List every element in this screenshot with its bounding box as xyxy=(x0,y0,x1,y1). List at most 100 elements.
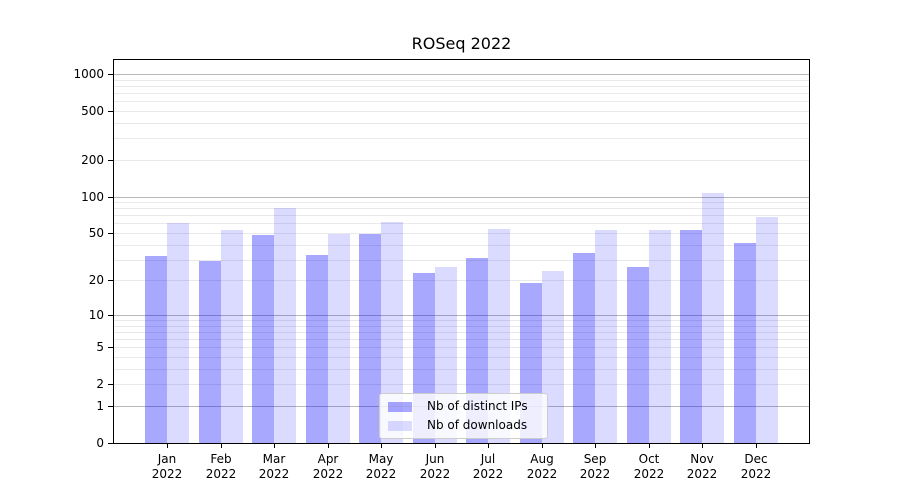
x-tick-label: Jun 2022 xyxy=(419,452,451,481)
x-tick-label: Feb 2022 xyxy=(205,452,237,481)
minor-gridline xyxy=(114,111,809,112)
y-tick-label: 0 xyxy=(96,436,104,450)
y-tick-label: 1 xyxy=(96,399,104,413)
x-tick-label: Sep 2022 xyxy=(579,452,611,481)
minor-gridline xyxy=(114,369,809,370)
minor-gridline xyxy=(114,260,809,261)
y-tick-mark xyxy=(108,443,113,444)
minor-gridline xyxy=(114,101,809,102)
x-tick-mark xyxy=(328,444,329,448)
bar-distinct-ips-dec xyxy=(734,243,756,443)
legend-swatch-downloads xyxy=(388,420,412,431)
y-tick-mark xyxy=(108,74,113,75)
x-tick-mark xyxy=(435,444,436,448)
bar-downloads-oct xyxy=(649,230,671,443)
minor-gridline xyxy=(114,80,809,81)
bar-downloads-dec xyxy=(756,217,778,443)
x-tick-label: Jan 2022 xyxy=(151,452,183,481)
x-tick-mark xyxy=(274,444,275,448)
plot-area xyxy=(113,59,810,444)
bar-distinct-ips-apr xyxy=(306,255,328,443)
x-tick-label: Jul 2022 xyxy=(472,452,504,481)
minor-gridline xyxy=(114,160,809,161)
major-gridline xyxy=(114,197,809,198)
minor-gridline xyxy=(114,123,809,124)
y-tick-mark xyxy=(108,384,113,385)
legend-label-distinct-ips: Nb of distinct IPs xyxy=(427,399,528,413)
x-tick-mark xyxy=(488,444,489,448)
x-tick-label: Aug 2022 xyxy=(526,452,558,481)
major-gridline xyxy=(114,315,809,316)
x-tick-mark xyxy=(756,444,757,448)
y-tick-mark xyxy=(108,197,113,198)
bar-downloads-jul xyxy=(488,229,510,443)
y-tick-label: 100 xyxy=(81,190,104,204)
y-tick-mark xyxy=(108,406,113,407)
minor-gridline xyxy=(114,320,809,321)
x-tick-label: Dec 2022 xyxy=(740,452,772,481)
bar-downloads-nov xyxy=(702,193,724,443)
bar-distinct-ips-mar xyxy=(252,235,274,443)
x-tick-mark xyxy=(595,444,596,448)
x-tick-mark xyxy=(221,444,222,448)
minor-gridline xyxy=(114,347,809,348)
minor-gridline xyxy=(114,202,809,203)
bar-distinct-ips-jan xyxy=(145,256,167,443)
bar-downloads-apr xyxy=(328,234,350,443)
y-tick-mark xyxy=(108,111,113,112)
minor-gridline xyxy=(114,245,809,246)
legend-item-downloads: Nb of downloads xyxy=(386,416,541,435)
y-tick-label: 2 xyxy=(96,377,104,391)
y-tick-mark xyxy=(108,280,113,281)
minor-gridline xyxy=(114,332,809,333)
minor-gridline xyxy=(114,86,809,87)
x-tick-label: Nov 2022 xyxy=(686,452,718,481)
x-tick-mark xyxy=(649,444,650,448)
minor-gridline xyxy=(114,93,809,94)
legend-swatch-distinct-ips xyxy=(388,401,412,412)
major-gridline xyxy=(114,74,809,75)
x-tick-mark xyxy=(542,444,543,448)
y-tick-mark xyxy=(108,347,113,348)
x-tick-label: May 2022 xyxy=(365,452,397,481)
x-tick-label: Oct 2022 xyxy=(633,452,665,481)
bar-downloads-feb xyxy=(221,230,243,443)
minor-gridline xyxy=(114,215,809,216)
minor-gridline xyxy=(114,233,809,234)
chart-title: ROSeq 2022 xyxy=(411,34,512,53)
bar-downloads-sep xyxy=(595,230,617,443)
minor-gridline xyxy=(114,208,809,209)
bar-distinct-ips-may xyxy=(359,234,381,443)
y-tick-mark xyxy=(108,315,113,316)
minor-gridline xyxy=(114,384,809,385)
bar-downloads-jan xyxy=(167,223,189,443)
y-tick-mark xyxy=(108,160,113,161)
x-tick-mark xyxy=(702,444,703,448)
x-tick-mark xyxy=(381,444,382,448)
legend-item-distinct-ips: Nb of distinct IPs xyxy=(386,397,541,416)
y-tick-label: 20 xyxy=(88,273,104,287)
y-tick-label: 10 xyxy=(88,308,104,322)
x-tick-label: Apr 2022 xyxy=(312,452,344,481)
y-tick-label: 50 xyxy=(88,226,104,240)
y-tick-label: 1000 xyxy=(73,67,104,81)
legend: Nb of distinct IPs Nb of downloads xyxy=(379,393,548,439)
minor-gridline xyxy=(114,339,809,340)
bar-distinct-ips-nov xyxy=(680,230,702,443)
y-tick-label: 500 xyxy=(81,104,104,118)
bar-distinct-ips-sep xyxy=(573,253,595,443)
bar-distinct-ips-oct xyxy=(627,267,649,443)
y-tick-mark xyxy=(108,233,113,234)
minor-gridline xyxy=(114,223,809,224)
y-tick-label: 5 xyxy=(96,340,104,354)
y-tick-label: 200 xyxy=(81,153,104,167)
bar-downloads-mar xyxy=(274,208,296,443)
minor-gridline xyxy=(114,357,809,358)
minor-gridline xyxy=(114,280,809,281)
x-tick-label: Mar 2022 xyxy=(258,452,290,481)
bar-distinct-ips-feb xyxy=(199,261,221,443)
x-tick-mark xyxy=(167,444,168,448)
minor-gridline xyxy=(114,138,809,139)
bar-downloads-may xyxy=(381,222,403,443)
